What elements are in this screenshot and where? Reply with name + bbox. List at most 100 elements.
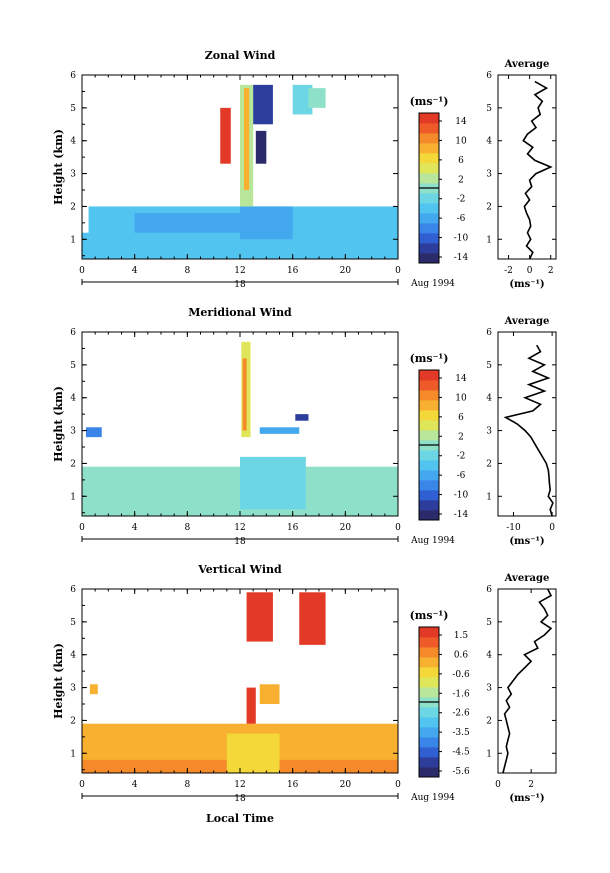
profile-title: Average xyxy=(504,316,550,327)
colorbar-tick-label: 6 xyxy=(458,156,464,166)
profile-y-tick-label: 4 xyxy=(486,394,492,404)
heatmap-region xyxy=(292,84,313,115)
colorbar-swatch xyxy=(419,193,439,204)
colorbar-swatch xyxy=(419,647,439,658)
x-tick-label: 16 xyxy=(287,266,299,276)
y-tick-label: 1 xyxy=(70,749,76,759)
colorbar-tick-label: -5.6 xyxy=(452,767,470,777)
day-label: 18 xyxy=(234,537,246,547)
profile-y-tick-label: 2 xyxy=(486,202,492,212)
heatmap-region xyxy=(246,687,256,724)
profile-title: Average xyxy=(504,573,550,584)
colorbar-swatch xyxy=(419,510,439,521)
colorbar-swatch xyxy=(419,123,439,134)
x-tick-label: 8 xyxy=(184,780,190,790)
colorbar-swatch xyxy=(419,143,439,154)
heatmap-region xyxy=(259,427,300,434)
heatmap-region xyxy=(242,358,247,431)
colorbar-swatch xyxy=(419,430,439,441)
colorbar-swatch xyxy=(419,113,439,124)
profile-y-tick-label: 5 xyxy=(486,618,492,628)
colorbar-swatch xyxy=(419,460,439,471)
colorbar-tick-label: 1.5 xyxy=(454,631,469,641)
local-time-label: Local Time xyxy=(206,812,274,825)
colorbar-unit: (ms⁻¹) xyxy=(410,352,449,365)
y-tick-label: 2 xyxy=(70,202,76,212)
y-axis-label: Height (km) xyxy=(52,129,65,205)
colorbar-swatch xyxy=(419,253,439,264)
profile-x-label: (ms⁻¹) xyxy=(509,279,544,290)
colorbar-swatch xyxy=(419,707,439,718)
colorbar-swatch xyxy=(419,757,439,768)
y-tick-label: 6 xyxy=(70,328,76,338)
colorbar-swatch xyxy=(419,687,439,698)
colorbar-tick-label: -4.5 xyxy=(452,748,470,758)
colorbar-tick-label: -2.6 xyxy=(452,709,470,719)
date-label: Aug 1994 xyxy=(410,793,455,803)
profile-y-tick-label: 1 xyxy=(486,492,492,502)
y-tick-label: 5 xyxy=(70,104,76,114)
x-tick-label: 4 xyxy=(132,266,138,276)
heatmap-region xyxy=(85,427,102,438)
profile-x-tick-label: 0 xyxy=(527,266,533,276)
colorbar-swatch xyxy=(419,233,439,244)
x-tick-label: 0 xyxy=(79,780,85,790)
y-tick-label: 4 xyxy=(70,394,76,404)
colorbar-tick-label: -2 xyxy=(457,195,466,205)
colorbar-swatch xyxy=(419,480,439,491)
heatmap-cells xyxy=(82,84,398,259)
profile-y-tick-label: 3 xyxy=(486,170,492,180)
colorbar-swatch xyxy=(419,657,439,668)
colorbar-swatch xyxy=(419,677,439,688)
y-tick-label: 5 xyxy=(70,618,76,628)
colorbar-swatch xyxy=(419,737,439,748)
y-tick-label: 6 xyxy=(70,585,76,595)
colorbar-tick-label: 2 xyxy=(458,175,464,185)
x-tick-label: 16 xyxy=(287,523,299,533)
x-tick-label: 4 xyxy=(132,523,138,533)
colorbar-tick-label: -10 xyxy=(454,491,469,501)
heatmap-region xyxy=(259,684,280,704)
colorbar-tick-label: -1.6 xyxy=(452,689,470,699)
y-tick-label: 2 xyxy=(70,459,76,469)
profile-frame xyxy=(497,588,557,774)
profile-y-tick-label: 2 xyxy=(486,716,492,726)
profile-y-tick-label: 1 xyxy=(486,235,492,245)
panel-title: Zonal Wind xyxy=(205,49,276,62)
profile-x-tick-label: 2 xyxy=(548,266,554,276)
colorbar-swatch xyxy=(419,223,439,234)
y-tick-label: 5 xyxy=(70,361,76,371)
colorbar-swatch xyxy=(419,380,439,391)
heatmap-region xyxy=(299,592,326,645)
colorbar-tick-label: 2 xyxy=(458,432,464,442)
y-tick-label: 4 xyxy=(70,651,76,661)
x-tick-label: 8 xyxy=(184,266,190,276)
colorbar-swatch xyxy=(419,133,439,144)
colorbar-swatch xyxy=(419,370,439,381)
colorbar-swatch xyxy=(419,390,439,401)
profile-y-tick-label: 1 xyxy=(486,749,492,759)
colorbar-tick-label: 0.6 xyxy=(454,650,469,660)
profile-y-tick-label: 4 xyxy=(486,137,492,147)
x-tick-label: 20 xyxy=(340,523,352,533)
profile-y-tick-label: 6 xyxy=(486,585,492,595)
colorbar-tick-label: -10 xyxy=(454,234,469,244)
y-axis-label: Height (km) xyxy=(52,386,65,462)
x-tick-label: 0 xyxy=(79,266,85,276)
x-tick-label: 16 xyxy=(287,780,299,790)
x-tick-label: 8 xyxy=(184,523,190,533)
colorbar-swatch xyxy=(419,203,439,214)
colorbar-tick-label: -6 xyxy=(457,471,466,481)
y-tick-label: 4 xyxy=(70,137,76,147)
colorbar-swatch xyxy=(419,767,439,778)
x-tick-label: 0 xyxy=(395,780,401,790)
colorbar-swatch xyxy=(419,637,439,648)
profile-y-tick-label: 3 xyxy=(486,684,492,694)
profile-line xyxy=(503,344,554,517)
profile-x-tick-label: 0 xyxy=(549,523,555,533)
colorbar-swatch xyxy=(419,717,439,728)
profile-y-tick-label: 4 xyxy=(486,651,492,661)
